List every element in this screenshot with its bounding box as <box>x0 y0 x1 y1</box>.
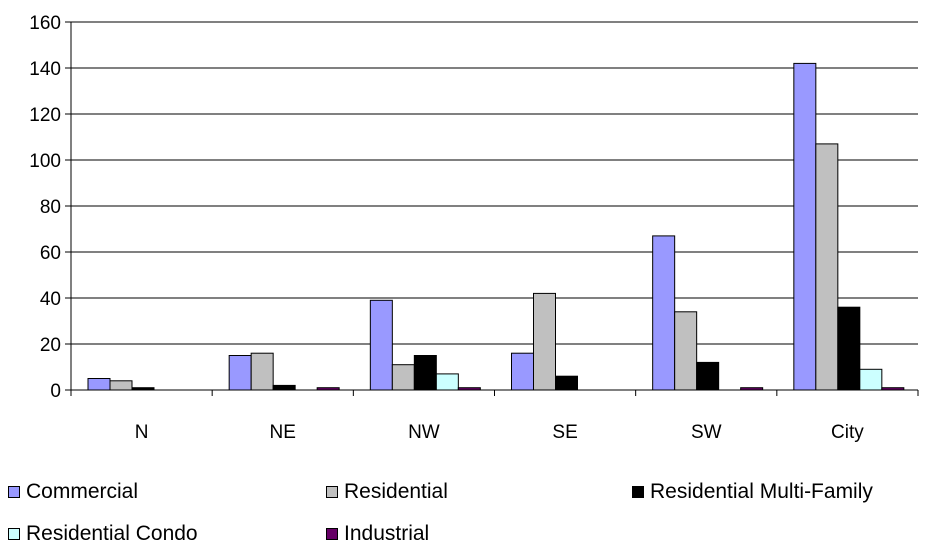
y-tick-label: 140 <box>29 59 61 80</box>
legend-label: Commercial <box>26 480 139 503</box>
bar-residential-n <box>109 380 133 391</box>
bar-residential-sw <box>674 311 698 391</box>
bar-residential-multi-family-se <box>555 375 578 391</box>
bar-residential-multi-family-sw <box>696 361 720 391</box>
bar-commercial-n <box>87 378 111 391</box>
legend-swatch <box>326 486 338 498</box>
bar-residential-nw <box>391 364 415 391</box>
legend-item: Residential Multi-Family <box>632 480 873 504</box>
legend-item: Industrial <box>326 522 429 546</box>
bar-residential-condo-city <box>859 368 883 391</box>
legend: Commercial Residential Residential Multi-F… <box>0 470 934 550</box>
x-tick-label: City <box>831 422 864 443</box>
bar-commercial-city <box>793 62 817 391</box>
legend-label: Industrial <box>344 522 430 545</box>
bar-commercial-se <box>511 352 534 391</box>
legend-label: Residential <box>344 480 448 503</box>
x-tick-labels: N NE NW SE SW City <box>135 422 865 443</box>
bar-chart: 0 20 40 60 80 100 120 140 160 N NE NW SE SW City <box>29 13 919 443</box>
y-tick-label: 40 <box>40 289 61 310</box>
y-tick-labels: 0 20 40 60 80 100 120 140 160 <box>29 13 61 402</box>
legend-swatch <box>632 486 644 498</box>
bar-commercial-ne <box>228 355 252 391</box>
legend-item: Commercial <box>8 480 138 504</box>
y-tick-label: 20 <box>40 335 61 356</box>
bar-residential-ne <box>250 352 274 391</box>
bar-residential-se <box>533 292 556 391</box>
legend-item: Residential Condo <box>8 522 198 546</box>
bar-residential-multi-family-ne <box>272 384 296 391</box>
bar-residential-multi-family-nw <box>413 355 437 391</box>
x-tick-label: SW <box>691 422 722 443</box>
bar-commercial-sw <box>652 235 676 391</box>
legend-label: Residential Multi-Family <box>650 480 873 503</box>
bar-residential-condo-nw <box>435 373 459 391</box>
bar-residential-city <box>815 143 839 391</box>
bar-commercial-nw <box>369 299 393 391</box>
x-tick-label: NE <box>270 422 296 443</box>
y-tick-label: 120 <box>29 105 61 126</box>
x-tick-label: SE <box>552 422 577 443</box>
x-tick-label: N <box>135 422 149 443</box>
gridlines <box>71 21 918 345</box>
y-tick-label: 160 <box>29 13 61 34</box>
axes <box>65 21 919 396</box>
x-tick-label: NW <box>408 422 440 443</box>
legend-swatch <box>8 486 20 498</box>
y-tick-label: 80 <box>40 197 61 218</box>
legend-label: Residential Condo <box>26 522 198 545</box>
legend-item: Residential <box>326 480 448 504</box>
bar-residential-multi-family-city <box>837 306 861 391</box>
bars <box>87 62 905 391</box>
y-tick-label: 100 <box>29 151 61 172</box>
legend-swatch <box>326 528 338 540</box>
legend-swatch <box>8 528 20 540</box>
y-tick-label: 60 <box>40 243 61 264</box>
y-tick-label: 0 <box>50 381 61 402</box>
